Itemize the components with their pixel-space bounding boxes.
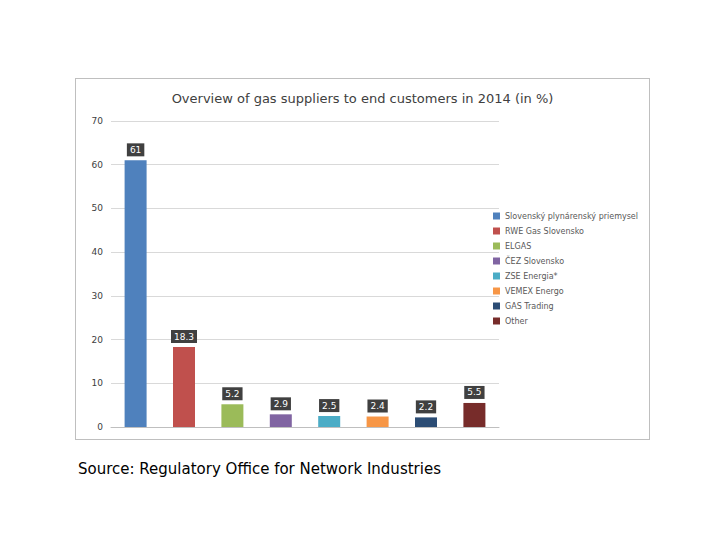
svg-text:Slovenský plynárenský priemyse: Slovenský plynárenský priemysel <box>505 212 638 221</box>
svg-text:2.2: 2.2 <box>419 402 433 412</box>
svg-text:10: 10 <box>92 378 104 388</box>
svg-text:VEMEX Energo: VEMEX Energo <box>505 287 564 296</box>
svg-text:30: 30 <box>92 291 104 301</box>
svg-text:Overview of gas suppliers to e: Overview of gas suppliers to end custome… <box>172 91 554 106</box>
html-text:Source: Regulatory Office for: Source: Regulatory Office for Network In… <box>78 460 441 478</box>
svg-text:60: 60 <box>92 160 104 170</box>
svg-text:61: 61 <box>130 145 141 155</box>
svg-text:18.3: 18.3 <box>174 332 194 342</box>
svg-text:5.2: 5.2 <box>225 389 239 399</box>
svg-text:2.5: 2.5 <box>322 401 336 411</box>
svg-text:ELGAS: ELGAS <box>505 242 531 251</box>
svg-text:ČEZ Slovensko: ČEZ Slovensko <box>505 255 564 266</box>
svg-text:50: 50 <box>92 203 104 213</box>
svg-text:Other: Other <box>505 317 528 326</box>
svg-text:GAS Trading: GAS Trading <box>505 302 554 311</box>
svg-text:70: 70 <box>92 116 104 126</box>
svg-text:40: 40 <box>92 247 104 257</box>
svg-text:2.4: 2.4 <box>370 401 385 411</box>
svg-text:RWE Gas Slovensko: RWE Gas Slovensko <box>505 227 584 236</box>
svg-text:ZSE Energia*: ZSE Energia* <box>505 272 558 281</box>
svg-text:20: 20 <box>92 335 104 345</box>
svg-text:0: 0 <box>97 422 103 432</box>
svg-text:2.9: 2.9 <box>274 399 289 409</box>
svg-text:5.5: 5.5 <box>467 387 481 397</box>
